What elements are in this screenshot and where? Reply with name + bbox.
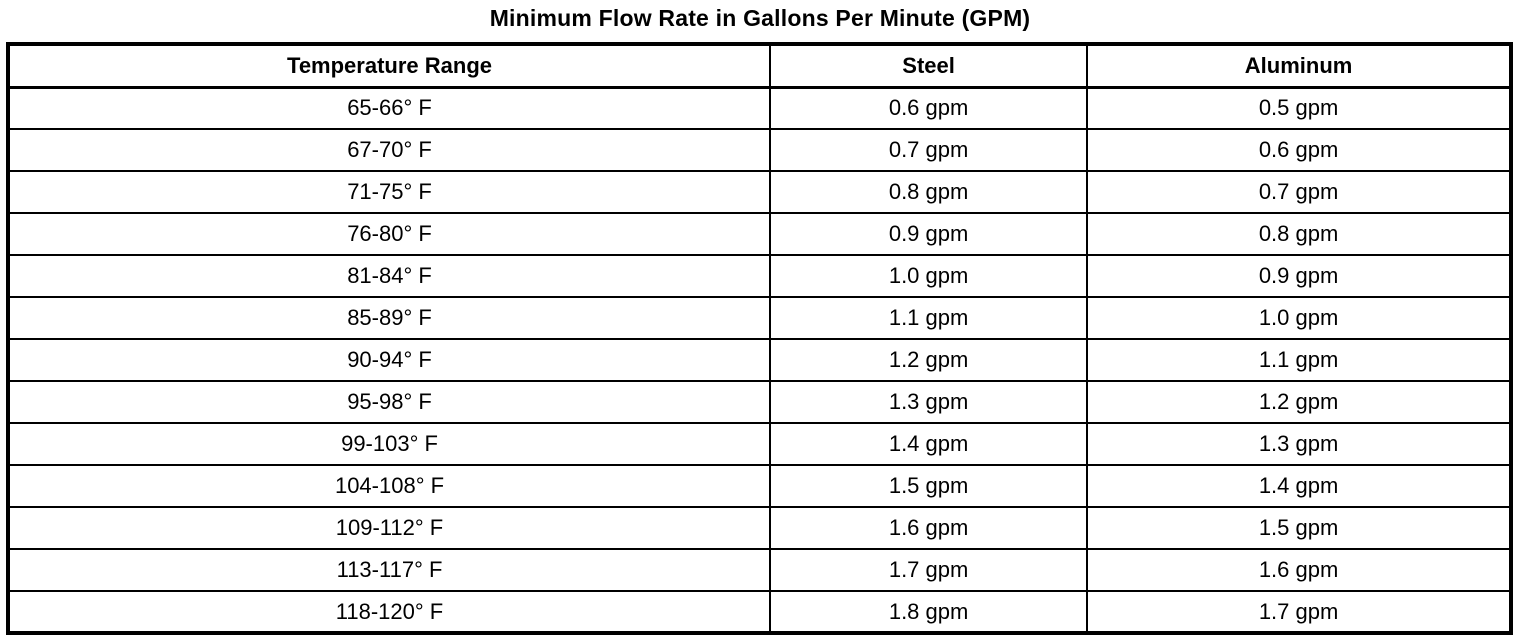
temperature-range-cell: 99-103° F: [6, 422, 772, 466]
column-header-steel: Steel: [769, 43, 1089, 89]
temperature-range-cell: 113-117° F: [6, 548, 772, 592]
aluminum-cell: 0.5 gpm: [1086, 86, 1512, 130]
steel-cell: 1.5 gpm: [769, 464, 1089, 508]
table-row: 90-94° F 1.2 gpm 1.1 gpm: [6, 338, 1512, 382]
table-row: 104-108° F 1.5 gpm 1.4 gpm: [6, 464, 1512, 508]
steel-cell: 1.2 gpm: [769, 338, 1089, 382]
column-header-temperature-range: Temperature Range: [6, 43, 772, 89]
aluminum-cell: 1.4 gpm: [1086, 464, 1512, 508]
steel-cell: 1.6 gpm: [769, 506, 1089, 550]
table-header-row: Temperature Range Steel Aluminum: [6, 43, 1512, 89]
steel-cell: 1.8 gpm: [769, 590, 1089, 634]
temperature-range-cell: 67-70° F: [6, 128, 772, 172]
table-row: 118-120° F 1.8 gpm 1.7 gpm: [6, 590, 1512, 634]
table-body: 65-66° F 0.6 gpm 0.5 gpm 67-70° F 0.7 gpm 0.6…: [6, 86, 1512, 634]
table-row: 113-117° F 1.7 gpm 1.6 gpm: [6, 548, 1512, 592]
steel-cell: 1.7 gpm: [769, 548, 1089, 592]
column-header-aluminum: Aluminum: [1086, 43, 1512, 89]
steel-cell: 0.7 gpm: [769, 128, 1089, 172]
steel-cell: 0.8 gpm: [769, 170, 1089, 214]
table-row: 65-66° F 0.6 gpm 0.5 gpm: [6, 86, 1512, 130]
aluminum-cell: 1.3 gpm: [1086, 422, 1512, 466]
aluminum-cell: 0.9 gpm: [1086, 254, 1512, 298]
aluminum-cell: 1.5 gpm: [1086, 506, 1512, 550]
steel-cell: 1.1 gpm: [769, 296, 1089, 340]
table-row: 71-75° F 0.8 gpm 0.7 gpm: [6, 170, 1512, 214]
temperature-range-cell: 65-66° F: [6, 86, 772, 130]
aluminum-cell: 0.6 gpm: [1086, 128, 1512, 172]
aluminum-cell: 0.8 gpm: [1086, 212, 1512, 256]
aluminum-cell: 0.7 gpm: [1086, 170, 1512, 214]
table-row: 67-70° F 0.7 gpm 0.6 gpm: [6, 128, 1512, 172]
table-row: 95-98° F 1.3 gpm 1.2 gpm: [6, 380, 1512, 424]
temperature-range-cell: 118-120° F: [6, 590, 772, 634]
aluminum-cell: 1.2 gpm: [1086, 380, 1512, 424]
steel-cell: 1.3 gpm: [769, 380, 1089, 424]
aluminum-cell: 1.1 gpm: [1086, 338, 1512, 382]
table-row: 99-103° F 1.4 gpm 1.3 gpm: [6, 422, 1512, 466]
aluminum-cell: 1.7 gpm: [1086, 590, 1512, 634]
temperature-range-cell: 76-80° F: [6, 212, 772, 256]
table-row: 109-112° F 1.6 gpm 1.5 gpm: [6, 506, 1512, 550]
temperature-range-cell: 71-75° F: [6, 170, 772, 214]
temperature-range-cell: 104-108° F: [6, 464, 772, 508]
steel-cell: 1.0 gpm: [769, 254, 1089, 298]
aluminum-cell: 1.6 gpm: [1086, 548, 1512, 592]
steel-cell: 1.4 gpm: [769, 422, 1089, 466]
aluminum-cell: 1.0 gpm: [1086, 296, 1512, 340]
temperature-range-cell: 81-84° F: [6, 254, 772, 298]
temperature-range-cell: 85-89° F: [6, 296, 772, 340]
table-row: 85-89° F 1.1 gpm 1.0 gpm: [6, 296, 1512, 340]
flow-rate-table: Temperature Range Steel Aluminum 65-66° …: [6, 42, 1513, 635]
temperature-range-cell: 90-94° F: [6, 338, 772, 382]
steel-cell: 0.6 gpm: [769, 86, 1089, 130]
table-row: 81-84° F 1.0 gpm 0.9 gpm: [6, 254, 1512, 298]
temperature-range-cell: 109-112° F: [6, 506, 772, 550]
steel-cell: 0.9 gpm: [769, 212, 1089, 256]
page-title: Minimum Flow Rate in Gallons Per Minute …: [489, 5, 1031, 31]
temperature-range-cell: 95-98° F: [6, 380, 772, 424]
table-row: 76-80° F 0.9 gpm 0.8 gpm: [6, 212, 1512, 256]
